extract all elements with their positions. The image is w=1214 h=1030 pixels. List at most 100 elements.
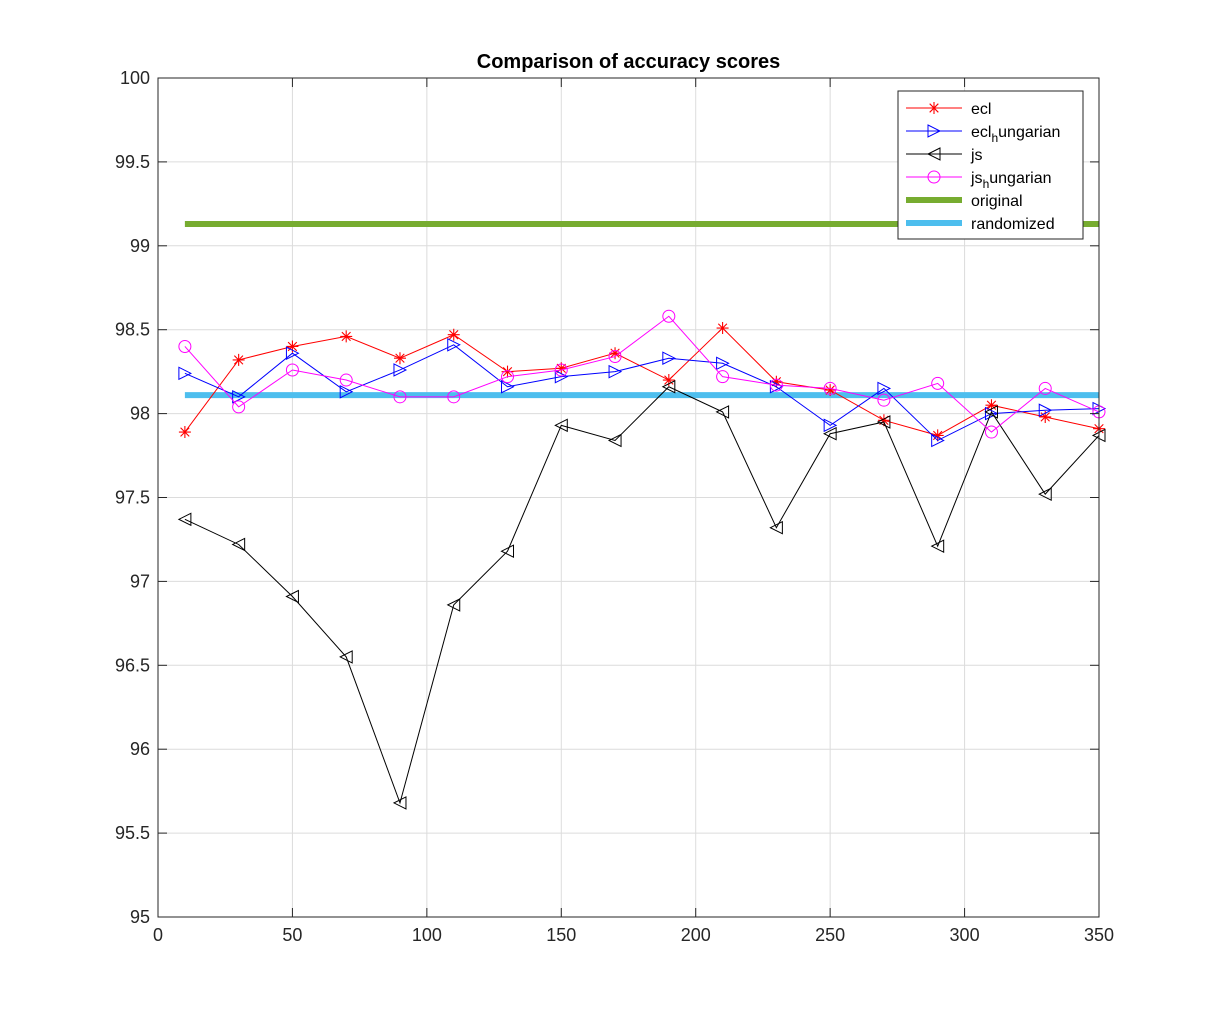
y-tick-label: 98.5 bbox=[115, 320, 150, 340]
data-point-ecl bbox=[662, 374, 675, 387]
data-point-js bbox=[876, 415, 891, 429]
series-line-ecl bbox=[184, 327, 1100, 436]
legend-item: ecl bbox=[906, 101, 991, 118]
x-axis-ticks: 0 50 100 150 200 250 300 350 bbox=[153, 78, 1114, 945]
data-point-ecl_hungarian bbox=[877, 381, 892, 396]
legend-label: original bbox=[971, 193, 1023, 210]
data-point-js_hungarian bbox=[232, 400, 246, 414]
legend-label: jshungarian bbox=[970, 170, 1052, 191]
data-point-js bbox=[446, 598, 461, 612]
x-tick-label: 350 bbox=[1084, 925, 1114, 945]
data-point-ecl_hungarian bbox=[178, 366, 193, 381]
data-point-js bbox=[339, 650, 353, 664]
y-axis-ticks: 95 95.5 96 96.5 97 97.5 98 98.5 99 99.5 100 bbox=[115, 68, 1099, 927]
data-point-ecl bbox=[770, 375, 783, 388]
data-point-ecl bbox=[501, 365, 514, 378]
data-point-ecl_hungarian bbox=[232, 390, 246, 404]
y-tick-label: 97 bbox=[130, 571, 150, 591]
y-tick-label: 95.5 bbox=[115, 823, 150, 843]
data-point-js bbox=[1038, 487, 1052, 501]
data-point-js_hungarian bbox=[1038, 381, 1052, 395]
data-point-ecl_hungarian bbox=[608, 364, 623, 379]
x-tick-label: 0 bbox=[153, 925, 163, 945]
data-point-ecl bbox=[1039, 410, 1052, 423]
y-tick-label: 99.5 bbox=[115, 152, 150, 172]
data-point-ecl_hungarian bbox=[716, 356, 730, 371]
data-point-js_hungarian bbox=[339, 373, 353, 387]
y-tick-label: 96.5 bbox=[115, 655, 150, 675]
data-point-js_hungarian bbox=[877, 393, 891, 407]
data-point-ecl_hungarian bbox=[1038, 403, 1053, 418]
series-line-ecl_hungarian bbox=[184, 344, 1100, 442]
legend: ecl eclhungarian js jshungarian original rand… bbox=[897, 90, 1084, 240]
data-point-js bbox=[607, 433, 622, 448]
data-point-js bbox=[392, 796, 407, 810]
legend-swatch-marker bbox=[926, 147, 941, 161]
data-point-ecl_hungarian bbox=[447, 337, 461, 352]
x-tick-label: 300 bbox=[950, 925, 980, 945]
legend-label: randomized bbox=[971, 216, 1055, 233]
data-point-js bbox=[769, 520, 783, 535]
data-point-js_hungarian bbox=[608, 350, 622, 364]
data-point-js bbox=[823, 426, 837, 441]
data-point-js_hungarian bbox=[447, 390, 461, 404]
data-point-js_hungarian bbox=[178, 339, 192, 353]
legend-swatch-marker bbox=[927, 124, 942, 138]
chart-title: Comparison of accuracy scores bbox=[477, 51, 780, 73]
legend-item: jshungarian bbox=[906, 170, 1052, 191]
data-point-ecl bbox=[877, 414, 890, 427]
series-group bbox=[177, 309, 1107, 810]
data-point-js bbox=[930, 539, 945, 553]
data-point-ecl bbox=[286, 340, 299, 353]
data-point-ecl bbox=[985, 399, 998, 412]
data-point-js_hungarian bbox=[769, 378, 783, 392]
data-point-ecl_hungarian bbox=[554, 369, 569, 384]
data-point-ecl bbox=[931, 429, 944, 442]
series-line-js_hungarian bbox=[184, 315, 1100, 433]
y-tick-label: 95 bbox=[130, 907, 150, 927]
legend-item: randomized bbox=[906, 216, 1055, 233]
legend-item: eclhungarian bbox=[906, 124, 1060, 145]
data-point-js_hungarian bbox=[393, 390, 407, 404]
data-point-js bbox=[500, 544, 515, 559]
data-point-js_hungarian bbox=[501, 370, 515, 384]
data-point-js_hungarian bbox=[984, 425, 998, 439]
legend-box bbox=[897, 90, 1084, 240]
data-point-ecl bbox=[555, 362, 568, 375]
data-point-js bbox=[177, 512, 192, 527]
data-point-ecl_hungarian bbox=[285, 346, 300, 361]
x-tick-label: 150 bbox=[546, 925, 576, 945]
x-tick-label: 200 bbox=[681, 925, 711, 945]
data-point-ecl_hungarian bbox=[501, 379, 515, 394]
data-point-js bbox=[715, 405, 730, 419]
data-point-js_hungarian bbox=[823, 381, 837, 395]
data-point-js_hungarian bbox=[716, 370, 730, 384]
data-point-js bbox=[285, 589, 299, 604]
data-point-js bbox=[231, 537, 246, 552]
data-point-ecl bbox=[340, 330, 353, 343]
data-point-ecl bbox=[393, 352, 406, 365]
data-point-js_hungarian bbox=[285, 363, 299, 377]
data-point-js bbox=[984, 405, 998, 419]
data-point-ecl bbox=[824, 384, 837, 397]
data-point-ecl_hungarian bbox=[393, 363, 408, 377]
data-point-ecl_hungarian bbox=[931, 433, 945, 448]
data-point-js_hungarian bbox=[554, 363, 568, 377]
data-point-js bbox=[661, 379, 676, 394]
legend-label: js bbox=[970, 147, 983, 164]
legend-swatch-marker bbox=[927, 170, 941, 184]
legend-label: eclhungarian bbox=[971, 124, 1060, 145]
data-point-js bbox=[554, 418, 568, 433]
data-point-ecl bbox=[716, 322, 729, 335]
data-point-ecl_hungarian bbox=[823, 418, 838, 433]
data-point-ecl bbox=[609, 347, 622, 360]
legend-item: js bbox=[906, 147, 983, 164]
data-point-ecl bbox=[447, 328, 460, 341]
series-line-js bbox=[184, 386, 1100, 805]
data-point-ecl bbox=[178, 426, 191, 439]
legend-swatch-marker bbox=[928, 102, 940, 114]
y-tick-label: 98 bbox=[130, 404, 150, 424]
x-tick-label: 250 bbox=[815, 925, 845, 945]
y-tick-label: 100 bbox=[120, 68, 150, 88]
